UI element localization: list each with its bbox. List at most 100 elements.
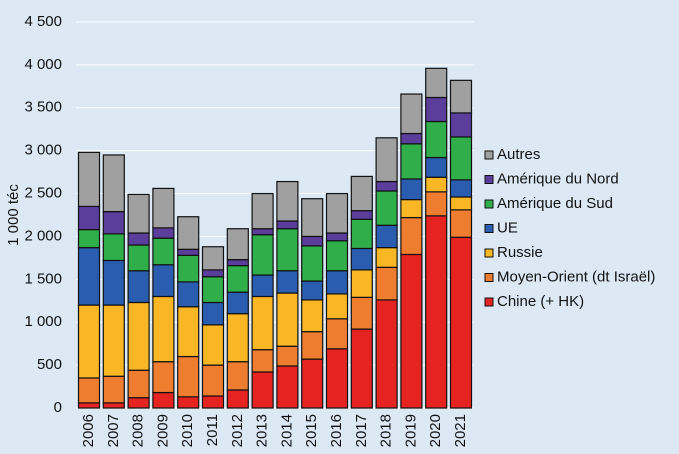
y-tick-label: 4 000 (24, 56, 62, 73)
bar-segment (325, 270, 349, 295)
bar-segment (201, 269, 225, 278)
x-tick-label: 2021 (452, 414, 469, 447)
bar-segment (177, 216, 200, 250)
bar-segment (127, 270, 150, 304)
bar-segment (400, 178, 423, 201)
legend-label: Autres (497, 146, 540, 163)
bar-segment (177, 396, 200, 409)
bar-segment (276, 365, 299, 409)
bar-segment (177, 254, 200, 283)
legend-swatch (484, 224, 494, 233)
bar-segment (177, 281, 200, 308)
bar-segment (102, 304, 125, 377)
bar-segment (375, 266, 398, 301)
x-tick-label: 2014 (278, 414, 295, 447)
bar-segment (152, 237, 175, 266)
bar-segment (449, 179, 473, 198)
bar-segment (102, 154, 125, 213)
bar-segment (425, 156, 448, 178)
bar-segment (276, 270, 299, 294)
legend-swatch (484, 150, 494, 160)
bar-segment (425, 96, 448, 123)
bar-segment (127, 397, 150, 409)
bar-segment (226, 228, 249, 261)
bar-segment (127, 301, 150, 371)
x-tick-label: 2008 (130, 414, 147, 447)
bar-segment (152, 264, 175, 298)
y-tick-label: 2 500 (24, 185, 62, 202)
bar-segment (276, 345, 299, 367)
bar-segment (201, 276, 225, 304)
bar-segment (177, 248, 200, 256)
bar-segment (301, 331, 324, 360)
bar-segment (177, 355, 200, 398)
y-tick-label: 2 000 (24, 227, 62, 244)
bar-segment (325, 192, 349, 234)
x-tick-label: 2011 (204, 414, 221, 446)
bar-segment (77, 151, 101, 208)
bar-segment (449, 209, 473, 238)
bar-segment (226, 259, 249, 267)
bar-segment (127, 244, 150, 272)
x-tick-label: 2018 (378, 414, 395, 447)
bar-segment (449, 112, 473, 138)
bar-segment (350, 175, 373, 212)
bar-segment (201, 246, 225, 271)
bar-segment (251, 234, 274, 276)
legend-label: Amérique du Nord (497, 170, 619, 187)
bar-segment (276, 180, 299, 222)
bar-segment (251, 349, 274, 373)
bar-segment (77, 402, 101, 409)
legend-swatch (484, 175, 494, 184)
bar-segment (251, 192, 274, 230)
bar-segment (201, 395, 225, 409)
bar-segment (400, 143, 423, 180)
bar-segment (400, 93, 423, 135)
y-tick-label: 3 000 (24, 142, 62, 159)
bar-segment (152, 391, 175, 409)
x-tick-label: 2019 (402, 414, 419, 447)
bar-segment (102, 375, 125, 404)
y-axis-label: 1 000 téc (5, 184, 22, 246)
bar-segment (425, 67, 448, 99)
bar-segment (127, 193, 150, 234)
y-tick-label: 500 (37, 356, 62, 373)
bar-segment (449, 196, 473, 211)
y-tick-label: 0 (54, 399, 62, 416)
bar-segment (325, 318, 349, 350)
bar-segment (251, 295, 274, 351)
bar-segment (375, 224, 398, 249)
bar-segment (350, 269, 373, 298)
x-tick-label: 2009 (154, 414, 171, 447)
bar-segment (325, 293, 349, 320)
bar-segment (152, 187, 175, 229)
bar-segment (77, 246, 101, 306)
bar-segment (301, 198, 324, 238)
legend-label: Amérique du Sud (497, 195, 613, 212)
bar-segment (226, 361, 249, 391)
bar-segment (251, 274, 274, 298)
bar-segment (201, 324, 225, 366)
y-tick-label: 1 500 (24, 270, 62, 287)
legend-label: UE (497, 219, 518, 236)
bar-segment (177, 306, 200, 358)
bar-segment (102, 233, 125, 262)
bar-segment (425, 191, 448, 217)
bar-segment (276, 228, 299, 272)
legend-swatch (484, 273, 494, 282)
bar-segment (375, 137, 398, 183)
bar-segment (425, 176, 448, 193)
bar-segment (449, 79, 473, 114)
bar-segment (77, 228, 101, 249)
bar-segment (400, 198, 423, 219)
bar-segment (449, 236, 473, 409)
y-tick-label: 3 500 (24, 99, 62, 116)
bar-segment (102, 210, 125, 235)
bar-segment (152, 361, 175, 394)
legend-label: Chine (+ HK) (497, 293, 584, 310)
bar-segment (350, 328, 373, 409)
y-tick-label: 4 500 (24, 13, 62, 30)
bar-segment (102, 402, 125, 409)
bar-segment (375, 299, 398, 409)
